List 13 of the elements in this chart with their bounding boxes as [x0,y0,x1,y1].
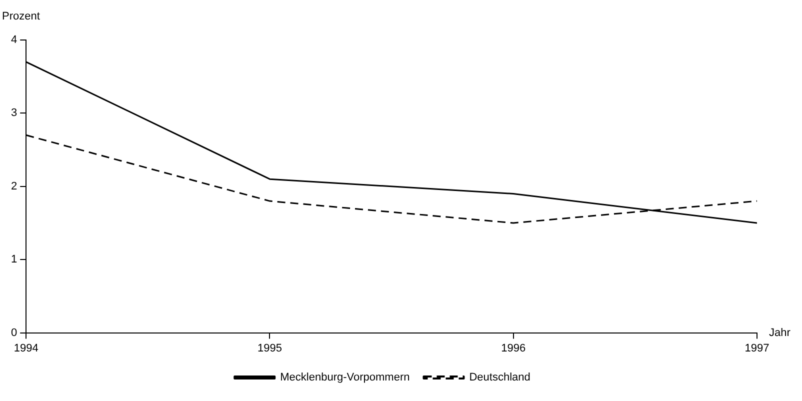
x-tick-label: 1995 [258,342,282,354]
legend-label: Deutschland [469,372,530,384]
x-tick-label: 1994 [14,342,38,354]
legend-label: Mecklenburg-Vorpommern [280,372,410,384]
x-tick-label: 1996 [501,342,526,354]
y-tick-label: 2 [10,180,18,192]
y-tick-label: 4 [10,34,18,46]
y-tick-label: 3 [10,107,18,120]
y-axis-title: Prozent [2,10,40,23]
y-tick-label: 0 [10,326,18,339]
y-tick-label: 1 [10,254,18,266]
x-tick-label: 1997 [744,342,770,354]
x-axis-title: Jahr [769,326,791,339]
